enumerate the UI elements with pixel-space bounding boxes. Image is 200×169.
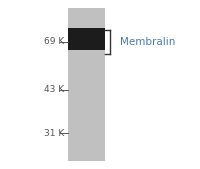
Bar bbox=[68, 28, 104, 50]
Bar bbox=[68, 8, 104, 161]
Text: 69 K: 69 K bbox=[44, 38, 64, 46]
Text: 31 K: 31 K bbox=[44, 128, 64, 138]
Text: Membralin: Membralin bbox=[119, 37, 175, 47]
Text: 43 K: 43 K bbox=[44, 86, 64, 94]
